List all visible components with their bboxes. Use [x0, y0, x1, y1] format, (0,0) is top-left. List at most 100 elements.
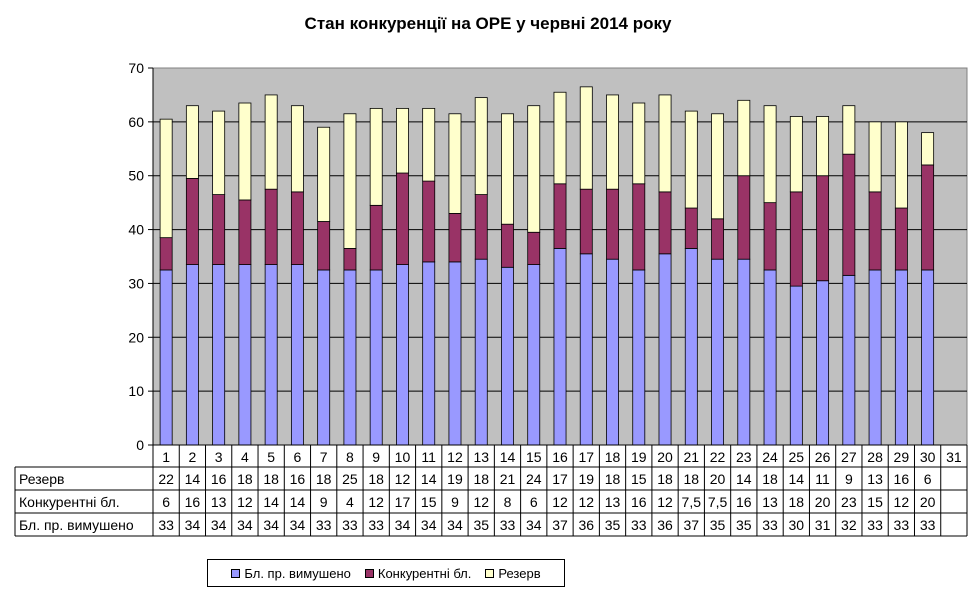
- x-category-label: 13: [473, 449, 489, 465]
- x-category-label: 24: [762, 449, 778, 465]
- bar-segment-reserve: [894, 121, 908, 209]
- bar-segment-competitive: [579, 188, 593, 255]
- bar-segment-competitive: [868, 191, 882, 271]
- bar-segment-forced: [474, 258, 488, 446]
- table-cell-value: 19: [578, 471, 594, 487]
- table-cell-value: 35: [710, 517, 726, 533]
- table-cell-value: 20: [815, 494, 831, 510]
- data-table: 1 2 3 4 5 6 7 8 9 10 11 12 13 14 15 16 17 18 19 20 21 22 23 24 2…: [14, 444, 968, 537]
- legend-label-reserve: Резерв: [498, 565, 541, 581]
- bar-segment-reserve: [684, 110, 698, 209]
- bar-segment-competitive: [369, 204, 383, 271]
- bar-segment-reserve: [422, 107, 436, 182]
- table-cell-value: 18: [657, 471, 673, 487]
- bar-segment-competitive: [159, 237, 173, 271]
- x-category-label: 30: [920, 449, 936, 465]
- bar-segment-forced: [264, 264, 278, 446]
- x-category-label: 10: [395, 449, 411, 465]
- table-cell-value: 32: [841, 517, 857, 533]
- table-cell-value: 12: [657, 494, 673, 510]
- bar-segment-reserve: [159, 118, 173, 239]
- bar-segment-reserve: [264, 94, 278, 190]
- y-tick-label: 60: [128, 114, 144, 130]
- x-category-label: 21: [684, 449, 700, 465]
- x-category-label: 14: [500, 449, 516, 465]
- table-cell-value: 16: [631, 494, 647, 510]
- bar-segment-competitive: [474, 194, 488, 260]
- table-cell-value: 13: [867, 471, 883, 487]
- bar-segment-reserve: [185, 105, 199, 179]
- x-category-label: 3: [215, 449, 223, 465]
- table-row-label: Резерв: [19, 471, 64, 487]
- bar-segment-reserve: [527, 105, 541, 233]
- bar-segment-competitive: [264, 188, 278, 265]
- bar-segment-competitive: [343, 248, 357, 271]
- bar-segment-forced: [579, 253, 593, 446]
- bar-segment-competitive: [553, 183, 567, 249]
- legend-swatch-competitive: [364, 568, 374, 578]
- bar-segment-reserve: [658, 94, 672, 193]
- x-category-label: 22: [710, 449, 726, 465]
- x-category-label: 5: [267, 449, 275, 465]
- bar-segment-reserve: [212, 110, 226, 195]
- table-cell-value: 16: [894, 471, 910, 487]
- table-cell-value: 33: [342, 517, 358, 533]
- table-cell-value: 21: [500, 471, 516, 487]
- bar-segment-forced: [711, 258, 724, 446]
- bar-segment-reserve: [711, 113, 724, 220]
- bar-segment-reserve: [737, 99, 751, 177]
- table-cell-value: 12: [894, 494, 910, 510]
- table-row-label: Бл. пр. вимушено: [19, 517, 134, 533]
- bar-segment-reserve: [317, 126, 331, 222]
- table-cell-value: 8: [504, 494, 512, 510]
- table-cell-value: 33: [158, 517, 174, 533]
- bar-segment-reserve: [343, 113, 357, 249]
- table-cell-value: 35: [473, 517, 489, 533]
- legend-label-forced: Бл. пр. вимушено: [244, 565, 351, 581]
- bar-segment-competitive: [921, 164, 935, 271]
- bar-segment-reserve: [579, 86, 593, 190]
- bar-segment-reserve: [238, 102, 252, 201]
- bar-segment-forced: [816, 280, 830, 446]
- table-cell-value: 19: [447, 471, 463, 487]
- bar-segment-forced: [737, 258, 751, 446]
- table-cell-value: 22: [158, 471, 174, 487]
- table-cell-value: 34: [263, 517, 279, 533]
- y-tick-label: 30: [128, 275, 144, 291]
- bar-segment-competitive: [789, 191, 803, 287]
- x-category-label: 18: [605, 449, 621, 465]
- table-cell-value: 33: [368, 517, 384, 533]
- x-category-label: 25: [789, 449, 805, 465]
- bar-segment-reserve: [448, 113, 462, 214]
- table-cell-value: 14: [789, 471, 805, 487]
- chart-title: Стан конкуренції на ОРЕ у червні 2014 ро…: [304, 14, 672, 33]
- y-tick-label: 70: [128, 60, 144, 76]
- table-cell-value: 18: [762, 471, 778, 487]
- bar-segment-forced: [501, 266, 514, 446]
- table-cell-value: 9: [845, 471, 853, 487]
- table-cell-value: 24: [526, 471, 542, 487]
- legend-item-reserve: Резерв: [485, 565, 541, 581]
- bar-segment-competitive: [684, 207, 698, 249]
- table-cell-value: 34: [421, 517, 437, 533]
- table-cell-value: 17: [395, 494, 411, 510]
- table-cell-value: 34: [526, 517, 542, 533]
- bar-segment-reserve: [816, 116, 830, 177]
- bar-segment-reserve: [369, 107, 383, 206]
- bar-segment-reserve: [921, 132, 935, 166]
- x-category-label: 6: [294, 449, 302, 465]
- bar-segment-competitive: [501, 223, 514, 268]
- legend-item-competitive: Конкурентні бл.: [364, 565, 472, 581]
- legend-label-competitive: Конкурентні бл.: [377, 565, 472, 581]
- table-cell-value: 18: [605, 471, 621, 487]
- table-cell-value: 13: [605, 494, 621, 510]
- x-category-label: 28: [867, 449, 883, 465]
- x-category-label: 20: [657, 449, 673, 465]
- table-cell-value: 18: [473, 471, 489, 487]
- bar-segment-competitive: [658, 191, 672, 255]
- bar-segment-competitive: [448, 213, 462, 263]
- table-cell-value: 37: [552, 517, 568, 533]
- x-category-label: 4: [241, 449, 249, 465]
- table-cell-value: 7,5: [682, 494, 702, 510]
